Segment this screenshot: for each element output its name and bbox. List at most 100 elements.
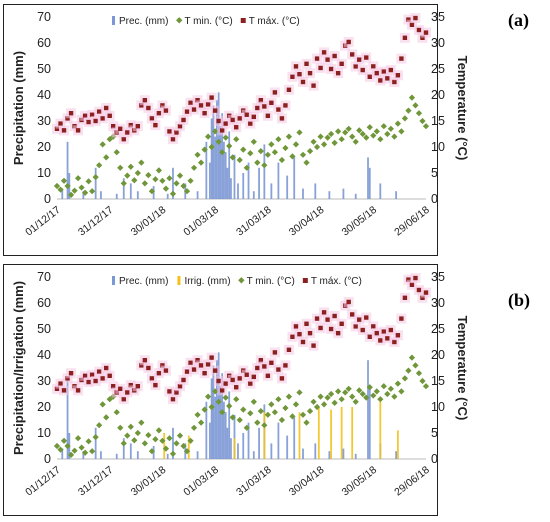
tmax-point <box>100 116 105 121</box>
tmin-point <box>401 375 409 382</box>
tmax-point <box>269 360 274 365</box>
tmax-point <box>328 326 334 332</box>
tmin-point <box>394 380 401 387</box>
tmin-point <box>303 159 310 166</box>
tmax-point <box>86 119 91 125</box>
legend-label: Prec. (mm) <box>119 16 168 27</box>
tmin-point <box>222 394 229 401</box>
tmax-point <box>237 116 242 121</box>
tmin-point <box>268 141 275 148</box>
tmax-point <box>290 74 295 79</box>
precipitation-bar <box>258 167 260 199</box>
tmax-point <box>360 67 365 73</box>
precipitation-bar <box>354 193 357 199</box>
tmin-point <box>296 129 303 136</box>
tmin-point <box>180 182 187 190</box>
precipitation-bar <box>237 183 239 199</box>
tmin-point <box>317 393 324 400</box>
y2-tick-label: 30 <box>431 36 445 50</box>
tmin-point <box>254 159 261 166</box>
tmax-point <box>353 64 358 69</box>
tmin-point <box>391 393 398 400</box>
tmax-point <box>350 52 355 57</box>
precipitation-bar <box>61 188 64 199</box>
tmax-point <box>353 324 358 329</box>
tmin-point <box>180 442 187 450</box>
tmax-point <box>170 397 176 402</box>
tmin-point <box>155 167 163 174</box>
precipitation-bar <box>136 451 139 459</box>
precipitation-bar <box>228 131 231 199</box>
precipitation-bar <box>230 438 232 459</box>
x-tick-label: 30/01/18 <box>129 464 169 499</box>
precipitation-bar <box>263 144 266 199</box>
precipitation-bar <box>122 178 125 199</box>
precipitation-bar <box>210 378 213 459</box>
precipitation-bar <box>219 126 222 199</box>
tmax-point <box>205 102 211 107</box>
x-tick-label: 30/04/18 <box>287 204 327 239</box>
tmax-point <box>318 65 323 71</box>
tmax-point <box>216 118 221 124</box>
tmin-point <box>120 180 127 187</box>
precipitation-bar <box>293 417 296 459</box>
tmin-point <box>138 159 145 166</box>
tmin-point <box>141 440 148 447</box>
precipitation-bar <box>208 422 211 459</box>
legend-swatch <box>112 16 115 25</box>
tmin-point <box>282 404 289 412</box>
tmax-point <box>223 121 228 126</box>
tmax-point <box>286 87 292 92</box>
y-tick-label: 50 <box>37 62 51 76</box>
tmin-point <box>162 185 170 192</box>
precipitation-bar <box>66 141 69 199</box>
tmax-point <box>230 117 235 123</box>
precipitation-bar <box>277 422 280 459</box>
precipitation-bar <box>224 152 227 199</box>
tmin-point <box>208 403 215 411</box>
tmax-point <box>65 116 70 121</box>
tmax-point <box>96 109 102 114</box>
tmin-point <box>96 422 103 429</box>
tmin-point <box>233 396 240 403</box>
tmin-point <box>71 187 78 194</box>
tmin-point <box>99 141 106 148</box>
precipitation-bar <box>286 175 289 199</box>
tmax-point <box>423 290 429 295</box>
y2-tick-label: 15 <box>431 114 445 128</box>
precipitation-bar <box>252 451 255 459</box>
tmax-point <box>332 313 337 319</box>
tmax-point <box>258 358 264 363</box>
tmin-point <box>391 133 398 140</box>
tmin-point <box>352 398 359 405</box>
precipitation-bar <box>205 401 208 459</box>
precipitation-bar <box>224 412 227 459</box>
tmin-point <box>226 142 233 150</box>
precipitation-bar <box>277 162 280 199</box>
tmin-point <box>349 393 356 400</box>
tmax-point <box>374 330 379 336</box>
tmax-point <box>423 30 429 35</box>
tmax-point <box>251 374 256 380</box>
x-tick-label: 31/12/17 <box>76 464 116 499</box>
tmin-point <box>67 191 75 198</box>
tmax-point <box>406 17 411 22</box>
tmin-point <box>117 424 124 431</box>
tmax-point <box>413 275 418 281</box>
tmax-point <box>406 277 411 282</box>
panel-label-a: (a) <box>508 10 529 30</box>
tmin-point <box>226 402 233 410</box>
precipitation-bar <box>270 183 273 199</box>
tmax-point <box>156 371 162 376</box>
y2-tick-label: 0 <box>431 192 438 206</box>
tmax-point <box>388 327 394 333</box>
tmin-point <box>306 408 314 415</box>
tmin-point <box>229 414 236 421</box>
tmin-point <box>387 385 394 392</box>
precipitation-bar <box>129 183 132 199</box>
legend-swatch <box>240 18 246 23</box>
tmax-point <box>392 339 397 345</box>
precipitation-bar <box>212 365 215 459</box>
tmax-point <box>212 368 218 373</box>
tmax-point <box>82 373 88 378</box>
